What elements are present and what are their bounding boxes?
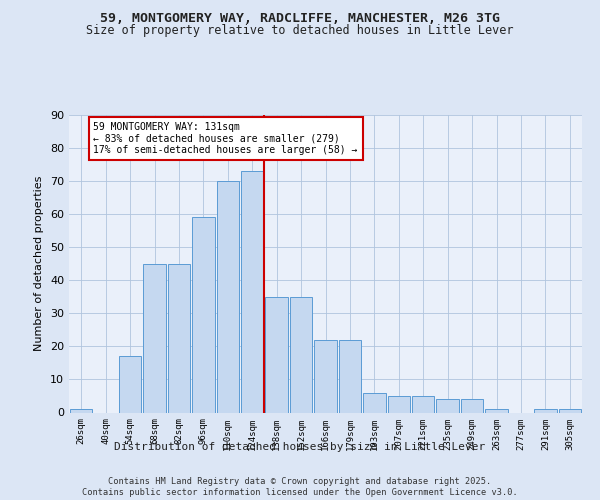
Bar bbox=[436, 400, 459, 412]
Bar bbox=[290, 297, 313, 412]
Text: 59, MONTGOMERY WAY, RADCLIFFE, MANCHESTER, M26 3TG: 59, MONTGOMERY WAY, RADCLIFFE, MANCHESTE… bbox=[100, 12, 500, 26]
Y-axis label: Number of detached properties: Number of detached properties bbox=[34, 176, 44, 352]
Bar bbox=[338, 340, 361, 412]
Bar bbox=[534, 409, 557, 412]
Bar bbox=[388, 396, 410, 412]
Text: 59 MONTGOMERY WAY: 131sqm
← 83% of detached houses are smaller (279)
17% of semi: 59 MONTGOMERY WAY: 131sqm ← 83% of detac… bbox=[94, 122, 358, 155]
Bar bbox=[70, 409, 92, 412]
Bar bbox=[192, 218, 215, 412]
Bar bbox=[241, 171, 263, 412]
Bar bbox=[167, 264, 190, 412]
Bar bbox=[412, 396, 434, 412]
Bar bbox=[217, 181, 239, 412]
Text: Size of property relative to detached houses in Little Lever: Size of property relative to detached ho… bbox=[86, 24, 514, 37]
Bar bbox=[314, 340, 337, 412]
Text: Distribution of detached houses by size in Little Lever: Distribution of detached houses by size … bbox=[115, 442, 485, 452]
Bar bbox=[363, 392, 386, 412]
Text: Contains HM Land Registry data © Crown copyright and database right 2025.
Contai: Contains HM Land Registry data © Crown c… bbox=[82, 478, 518, 497]
Bar bbox=[143, 264, 166, 412]
Bar bbox=[119, 356, 142, 412]
Bar bbox=[559, 409, 581, 412]
Bar bbox=[485, 409, 508, 412]
Bar bbox=[265, 297, 288, 412]
Bar bbox=[461, 400, 484, 412]
